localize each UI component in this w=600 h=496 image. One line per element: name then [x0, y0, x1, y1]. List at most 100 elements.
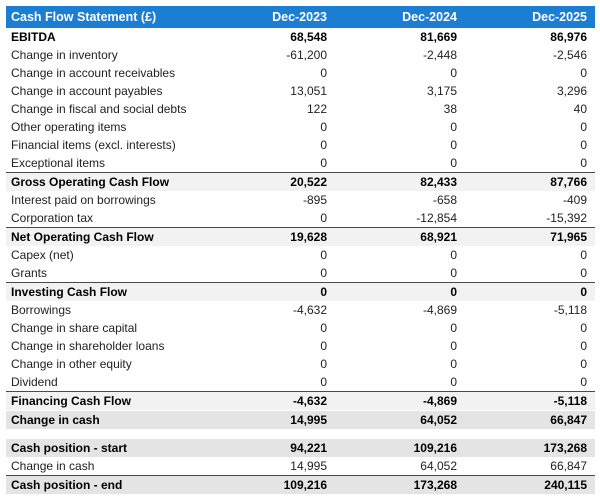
table-row: Change in account payables 13,051 3,175 3,2…: [6, 82, 595, 100]
row-label: Grants: [11, 266, 48, 280]
row-label: Financial items (excl. interests): [11, 138, 176, 152]
row-value: -2,546: [552, 48, 587, 62]
row-label: Change in account receivables: [11, 66, 176, 80]
row-value: -4,869: [335, 391, 465, 411]
row-label: Change in shareholder loans: [11, 339, 165, 353]
row-value: 0: [320, 339, 327, 353]
row-value: 109,216: [335, 438, 465, 457]
row-value: 0: [580, 339, 587, 353]
row-value: 0: [320, 138, 327, 152]
row-value: 13,051: [290, 84, 327, 98]
table-row: Cash position - start 94,221 109,216 173,26…: [6, 438, 595, 457]
row-value: 0: [580, 266, 587, 280]
cash-flow-table: Cash Flow Statement (£) Dec-2023 Dec-202…: [6, 6, 595, 494]
row-value: 0: [450, 248, 457, 262]
row-value: -409: [562, 193, 587, 207]
row-label: Corporation tax: [11, 211, 94, 225]
row-value: 0: [450, 138, 457, 152]
row-value: 0: [205, 282, 335, 301]
row-value: 40: [573, 102, 587, 116]
row-value: 19,628: [205, 227, 335, 246]
table-row: Change in inventory -61,200 -2,448 -2,546: [6, 46, 595, 64]
row-value: 3,296: [556, 84, 587, 98]
table-row: Change in fiscal and social debts 122 38 40: [6, 100, 595, 118]
table-row: Change in share capital 0 0 0: [6, 319, 595, 337]
row-label: Investing Cash Flow: [6, 282, 205, 301]
row-value: 0: [450, 156, 457, 170]
row-value: 0: [320, 66, 327, 80]
table-row: EBITDA 68,548 81,669 86,976: [6, 28, 595, 46]
row-value: 14,995: [205, 410, 335, 429]
column-header-dec-2025: Dec-2025: [465, 6, 595, 28]
row-value: 64,052: [420, 459, 457, 473]
row-value: 14,995: [290, 459, 327, 473]
row-label: Exceptional items: [11, 156, 106, 170]
table-row: Change in account receivables 0 0 0: [6, 64, 595, 82]
row-value: 3,175: [426, 84, 457, 98]
row-label: Capex (net): [11, 248, 74, 262]
row-value: 0: [580, 357, 587, 371]
table-title: Cash Flow Statement (£): [6, 6, 205, 28]
row-label: Change in cash: [11, 459, 95, 473]
row-value: -658: [432, 193, 457, 207]
table-row: Other operating items 0 0 0: [6, 118, 595, 136]
row-value: 68,921: [335, 227, 465, 246]
row-value: -5,118: [465, 391, 595, 411]
table-row: Capex (net) 0 0 0: [6, 246, 595, 264]
table-row: Net Operating Cash Flow 19,628 68,921 71,96…: [6, 227, 595, 246]
row-value: 0: [320, 357, 327, 371]
row-value: -61,200: [286, 48, 327, 62]
row-value: 94,221: [205, 438, 335, 457]
row-value: -4,632: [292, 303, 327, 317]
table-row: Financial items (excl. interests) 0 0 0: [6, 136, 595, 154]
row-value: 0: [580, 156, 587, 170]
row-value: -5,118: [553, 303, 587, 317]
row-value: 173,268: [335, 475, 465, 494]
row-value: 71,965: [465, 227, 595, 246]
row-label: Change in cash: [6, 410, 205, 429]
row-label: Change in other equity: [11, 357, 132, 371]
row-value: 87,766: [465, 172, 595, 191]
row-value: 0: [320, 248, 327, 262]
row-label: Cash position - end: [6, 475, 205, 494]
row-value: 173,268: [465, 438, 595, 457]
row-value: 0: [450, 66, 457, 80]
row-value: -895: [302, 193, 327, 207]
row-value: 0: [580, 375, 587, 389]
row-value: -2,448: [422, 48, 457, 62]
row-value: 0: [450, 266, 457, 280]
row-label: Net Operating Cash Flow: [6, 227, 205, 246]
table-row: Borrowings -4,632 -4,869 -5,118: [6, 301, 595, 319]
row-value: 0: [320, 375, 327, 389]
row-value: -12,854: [416, 211, 457, 225]
row-label: Other operating items: [11, 120, 127, 134]
row-value: 68,548: [290, 30, 327, 44]
row-value: 0: [320, 211, 327, 225]
row-label: EBITDA: [11, 30, 56, 44]
header-row: Cash Flow Statement (£) Dec-2023 Dec-202…: [6, 6, 595, 28]
table-row: Change in cash 14,995 64,052 66,847: [6, 410, 595, 429]
row-value: 0: [580, 321, 587, 335]
row-value: 0: [580, 138, 587, 152]
column-header-dec-2024: Dec-2024: [335, 6, 465, 28]
table-row: Exceptional items 0 0 0: [6, 154, 595, 173]
table-row: Interest paid on borrowings -895 -658 -409: [6, 191, 595, 209]
row-value: -4,632: [205, 391, 335, 411]
row-label: Financing Cash Flow: [6, 391, 205, 411]
row-value: 81,669: [420, 30, 457, 44]
table-row: Gross Operating Cash Flow 20,522 82,433 87,…: [6, 172, 595, 191]
row-value: 0: [580, 66, 587, 80]
row-value: -15,392: [546, 211, 587, 225]
row-value: 0: [580, 248, 587, 262]
row-value: 0: [320, 321, 327, 335]
row-value: 0: [320, 156, 327, 170]
row-value: 0: [320, 120, 327, 134]
row-value: 122: [306, 102, 327, 116]
row-value: 38: [443, 102, 457, 116]
row-label: Interest paid on borrowings: [11, 193, 156, 207]
table-row: Dividend 0 0 0: [6, 373, 595, 392]
row-value: 0: [450, 120, 457, 134]
row-value: 0: [335, 282, 465, 301]
row-label: Change in fiscal and social debts: [11, 102, 187, 116]
